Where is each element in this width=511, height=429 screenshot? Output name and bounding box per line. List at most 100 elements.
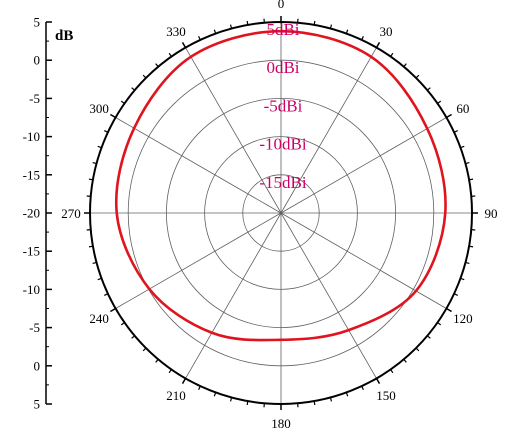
- angle-label: 0: [278, 0, 285, 11]
- angle-tick: [453, 293, 458, 296]
- angle-tick: [142, 347, 147, 352]
- angle-tick: [110, 307, 116, 313]
- angle-label: 150: [376, 388, 396, 403]
- left-axis-label: 5: [34, 397, 41, 412]
- angle-tick: [375, 378, 381, 384]
- angle-tick: [313, 20, 316, 26]
- angle-label: 210: [166, 388, 186, 403]
- angle-tick: [110, 113, 116, 119]
- angle-tick: [213, 29, 217, 34]
- angle-tick: [415, 347, 420, 352]
- ring-label: -10dBi: [259, 135, 307, 154]
- grid-spoke: [115, 117, 282, 214]
- angle-label: 30: [380, 24, 393, 39]
- angle-tick: [426, 87, 431, 91]
- angle-tick: [120, 100, 125, 104]
- left-axis-label: -10: [23, 282, 40, 297]
- angle-tick: [97, 145, 102, 149]
- angle-tick: [246, 400, 249, 406]
- polar-frame: [84, 16, 478, 410]
- angle-label: 60: [456, 101, 469, 116]
- grid-spoke: [280, 47, 377, 214]
- angle-tick: [437, 100, 442, 104]
- angle-tick: [92, 161, 97, 165]
- angle-tick: [142, 74, 147, 79]
- angle-label: 240: [89, 311, 109, 326]
- angle-tick: [181, 42, 187, 48]
- left-axis-label: -15: [23, 167, 40, 182]
- angle-tick: [345, 392, 349, 397]
- left-axis-label: 0: [34, 53, 41, 68]
- angle-tick: [213, 392, 217, 397]
- ring-label: -5dBi: [264, 96, 303, 115]
- grid-spoke: [185, 47, 282, 214]
- left-axis-label: -15: [23, 244, 40, 259]
- left-axis-label: -20: [23, 206, 40, 221]
- angle-tick: [465, 261, 470, 265]
- angle-tick: [313, 400, 316, 406]
- angle-label: 180: [271, 416, 291, 429]
- angle-tick: [390, 52, 394, 57]
- angle-label: 330: [166, 24, 186, 39]
- ring-label: -15dBi: [259, 173, 307, 192]
- angle-tick: [168, 369, 172, 374]
- grid-spoke: [280, 117, 447, 214]
- angle-tick: [88, 178, 94, 181]
- angle-tick: [168, 52, 172, 57]
- angle-label: 270: [61, 206, 81, 221]
- ring-label: 5dBi: [266, 20, 299, 39]
- ring-labels: 5dBi 0dBi -5dBi -10dBi -15dBi: [259, 20, 307, 192]
- angle-tick: [460, 277, 465, 281]
- angle-tick: [465, 161, 470, 165]
- left-axis-label: 5: [34, 15, 41, 30]
- angle-tick: [446, 113, 452, 119]
- angle-tick: [453, 130, 458, 133]
- angle-tick: [131, 87, 136, 91]
- left-axis-label: -5: [29, 320, 40, 335]
- angle-tick: [104, 293, 109, 296]
- angle-tick: [131, 335, 136, 339]
- grid-spoke: [115, 212, 282, 309]
- polar-grid: [90, 22, 472, 404]
- angle-labels: 0 30 60 90 120 150 180 210 240 270 300 330: [61, 0, 497, 429]
- angle-tick: [446, 307, 452, 313]
- angle-tick: [155, 63, 159, 68]
- angle-tick: [181, 378, 187, 384]
- grid-spoke: [280, 212, 447, 309]
- angle-tick: [329, 24, 333, 29]
- angle-tick: [361, 385, 364, 390]
- angle-label: 90: [485, 206, 498, 221]
- unit-label: dB: [55, 28, 73, 44]
- angle-tick: [155, 358, 159, 363]
- angle-tick: [390, 369, 394, 374]
- angle-tick: [468, 178, 474, 181]
- angle-tick: [97, 277, 102, 281]
- angle-tick: [198, 36, 201, 41]
- ring-label: 0dBi: [266, 58, 299, 77]
- angle-tick: [229, 397, 233, 402]
- angle-tick: [246, 20, 249, 26]
- left-axis-label: -5: [29, 91, 40, 106]
- left-axis: 5 0 -5 -10 -15 -20 -15 -10 -5 0 5: [23, 15, 52, 412]
- angle-tick: [88, 245, 94, 248]
- angle-tick: [437, 322, 442, 326]
- angle-tick: [120, 322, 125, 326]
- angle-tick: [460, 145, 465, 149]
- grid-spoke: [185, 212, 282, 379]
- angle-tick: [426, 335, 431, 339]
- angle-tick: [403, 358, 407, 363]
- series-line: [114, 29, 447, 342]
- angle-tick: [415, 74, 420, 79]
- angle-tick: [468, 245, 474, 248]
- angle-tick: [361, 36, 364, 41]
- angle-tick: [403, 63, 407, 68]
- left-axis-label: 0: [34, 358, 41, 373]
- angle-tick: [198, 385, 201, 390]
- angle-tick: [229, 24, 233, 29]
- angle-tick: [104, 130, 109, 133]
- angle-tick: [345, 29, 349, 34]
- angle-tick: [329, 397, 333, 402]
- series-layer: [114, 29, 447, 342]
- angle-label: 300: [89, 101, 109, 116]
